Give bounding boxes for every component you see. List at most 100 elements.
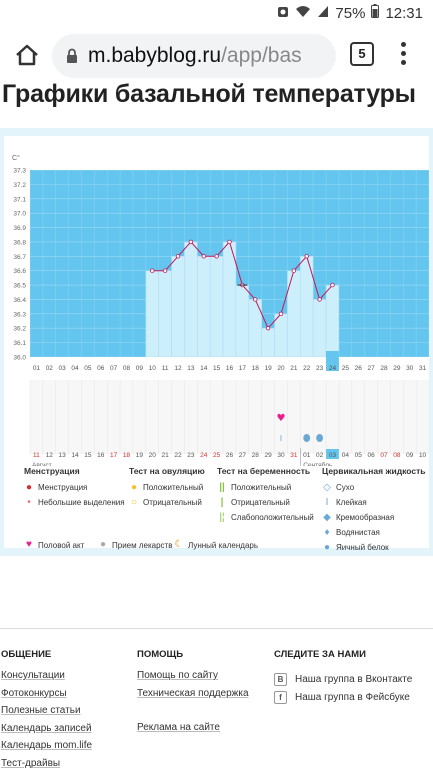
temperature-point [265, 326, 271, 331]
legend-item: ◆ Кремообразная [323, 511, 395, 523]
legend-title: Менструация [24, 466, 80, 476]
cycle-tick-label: 29 [264, 452, 272, 459]
x-tick-label: 07 [110, 365, 118, 372]
x-tick-label: 22 [303, 365, 311, 372]
battery-percent: 75% [335, 4, 366, 22]
x-tick-label: 18 [252, 365, 260, 372]
footer-link[interactable]: Календарь записей [1, 722, 92, 734]
overflow-menu-button[interactable] [398, 42, 408, 68]
y-tick-label: 36.4 [13, 297, 26, 304]
legend-title: Тест на беременность [217, 466, 311, 476]
facebook-icon: f [274, 690, 287, 704]
footer-link[interactable]: Календарь mom.life [1, 740, 93, 751]
x-tick-label: 20 [277, 365, 285, 372]
y-tick-label: 37.3 [13, 168, 26, 175]
footer-link[interactable]: Техническая поддержка [137, 687, 249, 699]
footer-link[interactable]: Тест-драйвы [1, 757, 61, 769]
legend-pregnancy: Тест на беременность || Положительный | От… [217, 466, 314, 525]
cycle-tick-label: 16 [97, 452, 105, 459]
temperature-bar [235, 284, 250, 358]
temperature-point [175, 254, 181, 259]
cycle-tick-label: 01 [303, 452, 311, 459]
signal-icon [317, 5, 329, 22]
legend-item: ● Менструация [25, 481, 88, 493]
legend-cervical: Цервикальная жидкость ◇ Сухо I Клейкая ◆ Кр… [322, 466, 425, 555]
temperature-bar [209, 256, 224, 358]
home-icon [16, 44, 38, 66]
x-tick-label: 06 [97, 365, 105, 372]
lock-icon [67, 48, 77, 63]
temperature-bar [222, 241, 237, 358]
moon-icon: ☾ [174, 539, 184, 550]
y-tick-label: 36.7 [13, 254, 26, 261]
clock-time: 12:31 [385, 4, 423, 22]
facebook-link[interactable]: f Наша группа в Фейсбуке [274, 688, 412, 706]
cycle-tick-label: 19 [136, 452, 144, 459]
temperature-bar [158, 270, 172, 358]
chart-panel: 36.0 36.1 36.2 36.3 36.4 36.5 36.6 36.7 36.8 36.9… [0, 128, 433, 556]
vk-link[interactable]: В Наша группа в Вконтакте [274, 670, 412, 688]
temperature-bar [145, 270, 159, 358]
address-bar[interactable]: m.babyblog.ru/app/bas [52, 34, 336, 78]
footer-link[interactable]: Полезные статьи [1, 705, 81, 716]
legend-item: ● Яичный белок [323, 541, 389, 553]
cycle-tick-label: 18 [123, 452, 131, 459]
watery-icon: ♦ [324, 526, 330, 538]
cycle-tick-label: 05 [355, 452, 363, 459]
x-tick-label: 11 [162, 365, 169, 372]
y-tick-label: 37.1 [13, 196, 26, 203]
one-line-icon: | [220, 496, 224, 508]
temperature-bar [312, 299, 327, 358]
creamy-icon: ◆ [323, 511, 331, 523]
footer-link[interactable]: Помощь по сайту [137, 670, 218, 681]
cycle-tick-label: 31 [290, 452, 298, 459]
egg-white-icon [316, 434, 323, 442]
cycle-tick-label: 14 [71, 452, 79, 459]
footer-link-ads[interactable]: Реклама на сайте [137, 722, 220, 733]
two-lines-icon: || [219, 481, 225, 493]
y-tick-label: 36.1 [13, 340, 26, 347]
footer-link[interactable]: Консультации [1, 670, 65, 681]
temperature-point [304, 254, 309, 259]
sticky-icon: I [280, 434, 282, 443]
today-highlight [326, 351, 339, 371]
url-host: m.babyblog.ru [88, 44, 222, 67]
legend-item: I Клейкая [322, 495, 425, 510]
legend-intercourse: ♥ Половой акт [24, 540, 84, 550]
cycle-tick-label: 22 [174, 452, 182, 459]
x-tick-label: 14 [200, 365, 208, 372]
cycle-highlight [326, 449, 339, 459]
tab-switcher-button[interactable]: 5 [350, 42, 374, 66]
faint-lines-icon: |¦ [219, 511, 225, 523]
y-tick-label: 36.0 [13, 355, 26, 362]
cycle-tick-label: 25 [213, 452, 221, 459]
home-button[interactable] [12, 40, 42, 70]
temperature-point [150, 268, 155, 273]
cycle-tick-label: 27 [239, 452, 247, 459]
cycle-tick-label: 21 [162, 452, 170, 459]
temperature-point [291, 268, 297, 273]
chart-container: 36.0 36.1 36.2 36.3 36.4 36.5 36.6 36.7 36.8 36.9… [4, 136, 429, 552]
legend-item: | Отрицательный [217, 495, 314, 510]
legend-item: || Положительный [217, 480, 314, 495]
month-label: Август [32, 462, 52, 466]
footer-heading: ПОМОЩЬ [137, 649, 184, 660]
x-tick-label: 13 [187, 365, 195, 372]
x-tick-label: 25 [342, 365, 350, 372]
cycle-tick-label: 24 [200, 452, 208, 459]
cycle-tick-label: 10 [419, 452, 427, 459]
events-area [30, 380, 429, 454]
x-tick-label: 08 [123, 365, 131, 372]
legend-item: ● Положительный [130, 481, 204, 493]
bbt-chart[interactable]: 36.0 36.1 36.2 36.3 36.4 36.5 36.6 36.7 36.8 36.9… [4, 136, 429, 466]
legend-menstruation: Менструация ● Менструация • Небольшие выде… [24, 466, 125, 510]
battery-icon [371, 4, 380, 22]
x-tick-label: 17 [239, 365, 247, 372]
x-tick-label: 12 [174, 365, 182, 372]
cycle-tick-label: 12 [46, 452, 54, 459]
footer-link[interactable]: Фотоконкурсы [1, 687, 67, 699]
cycle-tick-label: 08 [393, 452, 401, 459]
cycle-tick-label: 03 [329, 452, 337, 459]
y-tick-label: 36.3 [13, 311, 26, 318]
footer-col-help: ПОМОЩЬ Помощь по сайту Техническая подде… [137, 649, 249, 740]
